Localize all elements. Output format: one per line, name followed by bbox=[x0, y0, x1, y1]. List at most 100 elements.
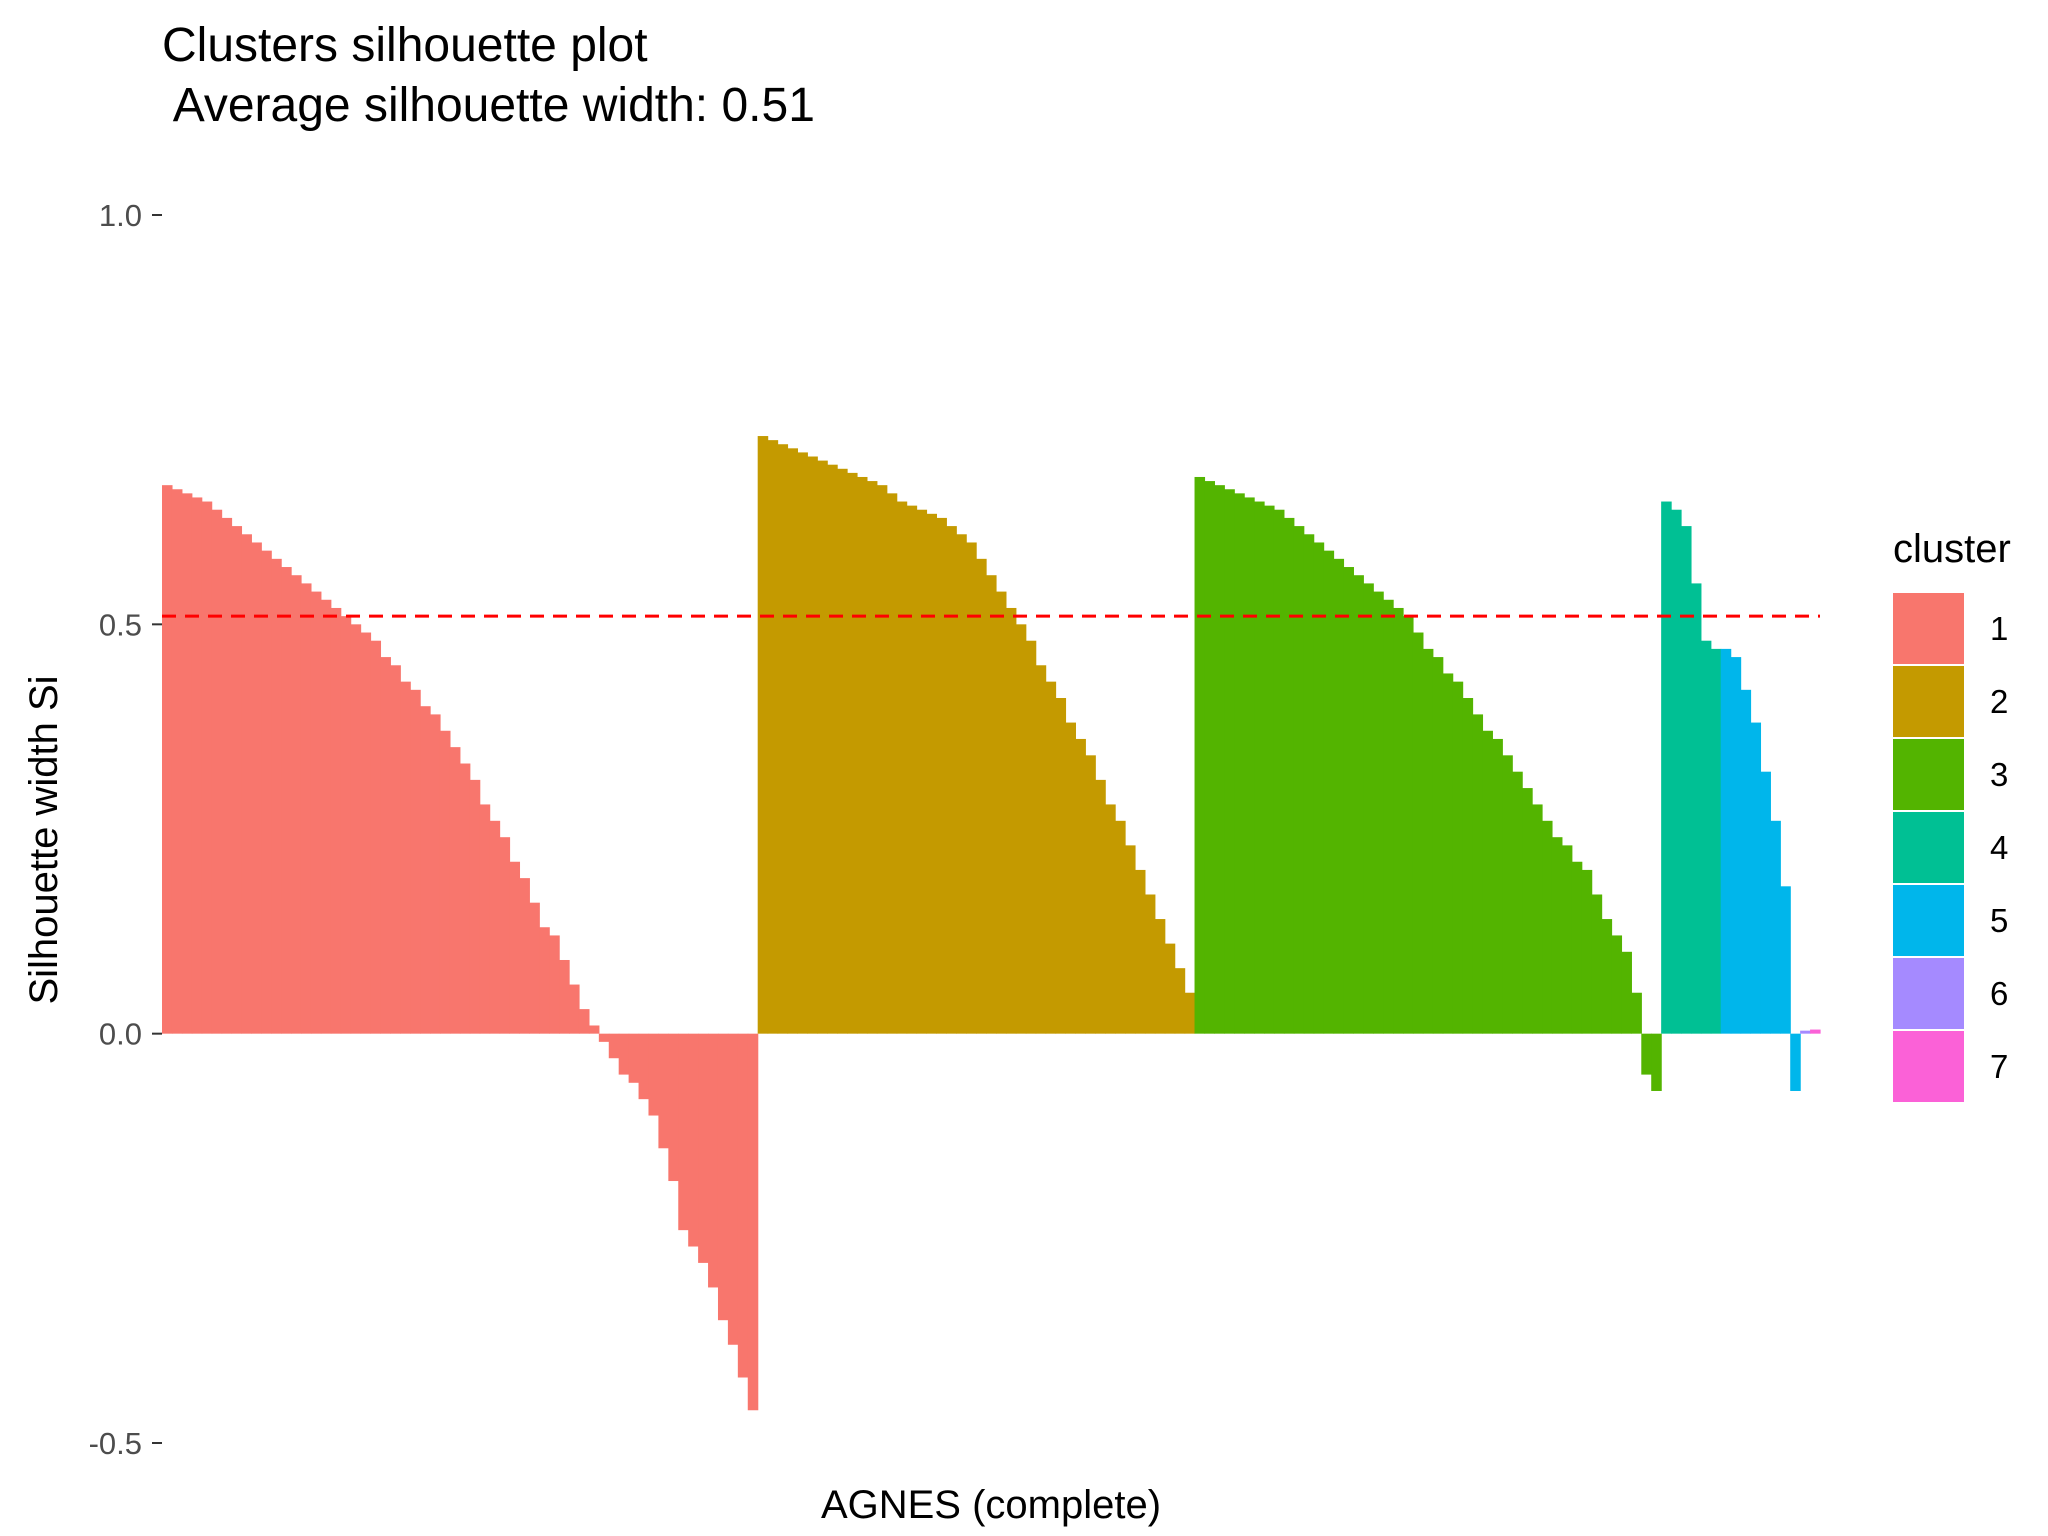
bar-cluster-3 bbox=[1492, 738, 1503, 1034]
legend-label-2: 2 bbox=[1990, 683, 2008, 720]
y-axis-label: Silhouette width Si bbox=[22, 675, 66, 1004]
bar-cluster-5 bbox=[1770, 820, 1781, 1034]
bar-cluster-1 bbox=[380, 657, 391, 1034]
bar-cluster-1 bbox=[191, 497, 203, 1034]
bar-cluster-1 bbox=[529, 902, 540, 1034]
bar-cluster-1 bbox=[310, 591, 322, 1034]
bar-cluster-3 bbox=[1591, 894, 1603, 1034]
bar-cluster-4 bbox=[1690, 583, 1702, 1034]
bar-cluster-3 bbox=[1641, 1033, 1652, 1075]
legend-label-6: 6 bbox=[1990, 975, 2008, 1012]
bar-cluster-1 bbox=[539, 927, 550, 1034]
bar-cluster-1 bbox=[241, 534, 252, 1034]
bar-cluster-2 bbox=[817, 460, 828, 1034]
bar-cluster-5 bbox=[1730, 657, 1742, 1034]
bar-cluster-2 bbox=[797, 452, 808, 1034]
chart-title: Clusters silhouette plot bbox=[162, 19, 648, 72]
bar-cluster-2 bbox=[757, 436, 769, 1034]
bar-cluster-2 bbox=[856, 476, 868, 1034]
bar-cluster-3 bbox=[1621, 951, 1632, 1034]
bar-cluster-3 bbox=[1244, 497, 1255, 1034]
bar-cluster-3 bbox=[1303, 534, 1315, 1034]
bar-cluster-1 bbox=[559, 959, 570, 1034]
bar-cluster-2 bbox=[1015, 624, 1027, 1034]
bar-cluster-2 bbox=[1115, 820, 1126, 1034]
bar-cluster-3 bbox=[1204, 481, 1215, 1034]
legend-label-7: 7 bbox=[1990, 1048, 2008, 1085]
bar-cluster-1 bbox=[201, 501, 213, 1034]
bar-cluster-4 bbox=[1710, 648, 1722, 1034]
bar-cluster-1 bbox=[717, 1033, 729, 1321]
bar-cluster-3 bbox=[1393, 607, 1404, 1034]
bar-cluster-1 bbox=[459, 763, 471, 1034]
bar-cluster-1 bbox=[688, 1033, 699, 1247]
bar-cluster-3 bbox=[1353, 575, 1364, 1034]
bar-cluster-2 bbox=[1134, 869, 1146, 1034]
bar-cluster-1 bbox=[708, 1033, 719, 1288]
bar-cluster-1 bbox=[439, 730, 451, 1034]
bar-cluster-1 bbox=[509, 861, 521, 1034]
bar-cluster-3 bbox=[1254, 501, 1265, 1034]
bar-cluster-3 bbox=[1452, 681, 1464, 1034]
bar-cluster-1 bbox=[608, 1033, 620, 1059]
bar-cluster-1 bbox=[370, 640, 382, 1034]
bar-cluster-2 bbox=[1045, 681, 1057, 1034]
bar-cluster-3 bbox=[1561, 845, 1573, 1034]
bar-cluster-1 bbox=[549, 935, 560, 1034]
bar-cluster-3 bbox=[1502, 755, 1513, 1034]
bar-cluster-3 bbox=[1472, 714, 1484, 1034]
bar-cluster-4 bbox=[1671, 509, 1682, 1034]
bar-cluster-4 bbox=[1661, 501, 1672, 1034]
bar-cluster-2 bbox=[926, 513, 937, 1034]
bars-layer bbox=[162, 436, 1821, 1411]
bar-cluster-3 bbox=[1343, 567, 1354, 1034]
bar-cluster-3 bbox=[1224, 489, 1235, 1034]
bar-cluster-1 bbox=[578, 1009, 590, 1034]
bar-cluster-5 bbox=[1780, 886, 1791, 1034]
bar-cluster-2 bbox=[1095, 779, 1106, 1034]
bar-cluster-1 bbox=[181, 493, 193, 1034]
bar-cluster-3 bbox=[1631, 992, 1642, 1034]
bar-cluster-4 bbox=[1700, 640, 1712, 1034]
bar-cluster-2 bbox=[995, 591, 1007, 1034]
bar-cluster-1 bbox=[231, 526, 243, 1034]
bar-cluster-6 bbox=[1800, 1030, 1811, 1034]
bar-cluster-1 bbox=[330, 607, 342, 1034]
bar-cluster-1 bbox=[449, 747, 461, 1034]
bar-cluster-1 bbox=[628, 1033, 640, 1083]
bar-cluster-2 bbox=[866, 481, 878, 1034]
bar-cluster-1 bbox=[281, 567, 292, 1034]
bar-cluster-5 bbox=[1760, 771, 1771, 1034]
bar-cluster-2 bbox=[1125, 845, 1136, 1034]
bar-cluster-1 bbox=[588, 1025, 600, 1034]
bar-cluster-2 bbox=[1085, 755, 1096, 1034]
bar-cluster-1 bbox=[291, 575, 302, 1034]
bar-cluster-3 bbox=[1532, 804, 1543, 1034]
bar-cluster-3 bbox=[1323, 550, 1335, 1034]
bar-cluster-2 bbox=[1184, 992, 1196, 1034]
bar-cluster-1 bbox=[410, 689, 421, 1034]
bar-cluster-3 bbox=[1412, 632, 1424, 1034]
bar-cluster-1 bbox=[618, 1033, 630, 1075]
bar-cluster-1 bbox=[261, 550, 272, 1034]
bar-cluster-1 bbox=[598, 1033, 610, 1042]
bar-cluster-3 bbox=[1383, 599, 1394, 1034]
bar-cluster-2 bbox=[946, 526, 957, 1034]
bar-cluster-3 bbox=[1432, 657, 1444, 1034]
bar-cluster-1 bbox=[747, 1033, 759, 1411]
bar-cluster-1 bbox=[489, 820, 501, 1034]
bar-cluster-3 bbox=[1522, 788, 1533, 1034]
bar-cluster-1 bbox=[340, 616, 352, 1034]
legend-key-6 bbox=[1893, 958, 1964, 1029]
bar-cluster-1 bbox=[350, 624, 362, 1034]
bar-cluster-2 bbox=[1065, 722, 1076, 1034]
bar-cluster-3 bbox=[1601, 919, 1613, 1034]
bar-cluster-2 bbox=[906, 505, 918, 1034]
bar-cluster-1 bbox=[430, 714, 441, 1034]
bar-cluster-2 bbox=[1154, 919, 1166, 1034]
bar-cluster-2 bbox=[827, 464, 838, 1034]
legend-label-1: 1 bbox=[1990, 610, 2008, 647]
legend-label-3: 3 bbox=[1990, 756, 2008, 793]
y-tick-label: 0.5 bbox=[99, 607, 142, 642]
